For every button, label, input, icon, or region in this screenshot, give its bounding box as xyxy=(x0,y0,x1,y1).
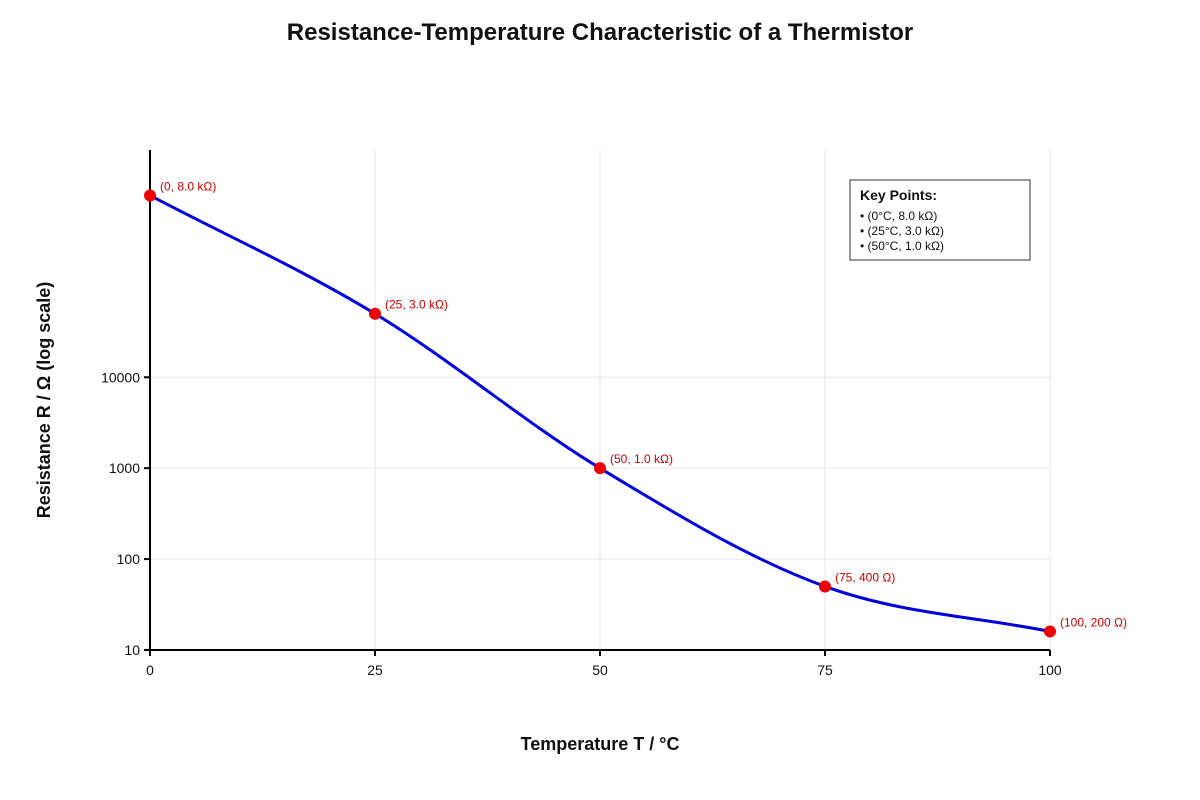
x-tick-label: 25 xyxy=(367,662,383,678)
y-tick-label: 1000 xyxy=(109,460,140,476)
ticks: 0 25 50 75 100 10 100 1000 10000 xyxy=(101,369,1062,678)
y-tick-label: 100 xyxy=(117,551,141,567)
data-points: (0, 8.0 kΩ) (25, 3.0 kΩ) (50, 1.0 kΩ) (75, … xyxy=(144,179,1127,638)
legend-item: • (50°C, 1.0 kΩ) xyxy=(860,239,944,253)
x-tick-label: 100 xyxy=(1038,662,1062,678)
data-point-label: (25, 3.0 kΩ) xyxy=(385,298,448,312)
legend-item: • (0°C, 8.0 kΩ) xyxy=(860,209,937,223)
y-tick-label: 10000 xyxy=(101,369,140,385)
y-tick-label: 10 xyxy=(124,642,140,658)
chart-title: Resistance-Temperature Characteristic of… xyxy=(287,19,913,46)
data-point xyxy=(1044,625,1056,638)
data-point xyxy=(369,307,381,320)
x-tick-label: 0 xyxy=(146,662,154,678)
data-point xyxy=(144,189,156,202)
y-axis-title: Resistance R / Ω (log scale) xyxy=(34,282,54,519)
data-point-label: (75, 400 Ω) xyxy=(835,570,895,584)
x-tick-label: 50 xyxy=(592,662,608,678)
legend-title: Key Points: xyxy=(860,187,937,203)
x-tick-label: 75 xyxy=(817,662,833,678)
data-point-label: (0, 8.0 kΩ) xyxy=(160,179,216,193)
data-point xyxy=(594,462,606,475)
data-point xyxy=(819,580,831,593)
data-point-label: (100, 200 Ω) xyxy=(1060,615,1127,629)
legend: Key Points: • (0°C, 8.0 kΩ) • (25°C, 3.0… xyxy=(849,179,1031,261)
legend-box xyxy=(849,179,1031,261)
data-point-label: (50, 1.0 kΩ) xyxy=(610,452,673,466)
x-axis-title: Temperature T / °C xyxy=(521,734,680,754)
legend-item: • (25°C, 3.0 kΩ) xyxy=(860,224,944,238)
